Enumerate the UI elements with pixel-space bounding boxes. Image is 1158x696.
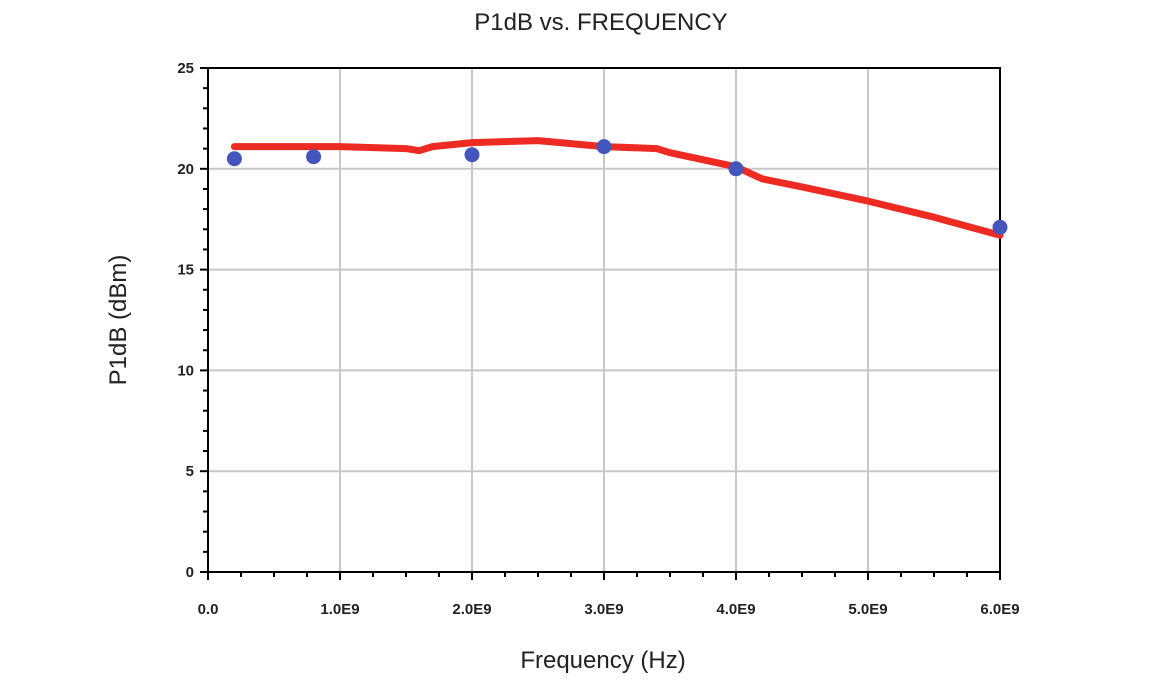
- y-tick-label: 5: [186, 463, 194, 480]
- data-point: [464, 147, 480, 163]
- y-tick-label: 0: [186, 564, 194, 581]
- series-line: [230, 137, 1004, 239]
- data-point: [992, 219, 1008, 235]
- data-point: [728, 161, 744, 177]
- series-layer: [226, 137, 1008, 239]
- x-tick-label: 2.0E9: [452, 601, 491, 618]
- x-tick-label: 4.0E9: [716, 601, 755, 618]
- data-point: [596, 139, 612, 155]
- x-tick-label: 6.0E9: [980, 601, 1019, 618]
- y-tick-label: 15: [177, 262, 194, 279]
- y-tick-label: 25: [177, 60, 194, 77]
- x-tick-label: 5.0E9: [848, 601, 887, 618]
- chart-title: P1dB vs. FREQUENCY: [474, 9, 727, 36]
- x-axis-label: Frequency (Hz): [520, 647, 685, 674]
- data-point: [226, 151, 242, 167]
- x-tick-label: 0.0: [198, 601, 219, 618]
- y-tick-label: 20: [177, 161, 194, 178]
- data-point: [306, 149, 322, 165]
- ticks: 0.0 1.0E9 2.0E9 3.0E9 4.0E9 5.0E9 6.0E9 0 5 10 15 2…: [177, 60, 1019, 618]
- y-axis-label: P1dB (dBm): [105, 255, 132, 386]
- x-tick-label: 1.0E9: [320, 601, 359, 618]
- y-tick-label: 10: [177, 362, 194, 379]
- x-tick-label: 3.0E9: [584, 601, 623, 618]
